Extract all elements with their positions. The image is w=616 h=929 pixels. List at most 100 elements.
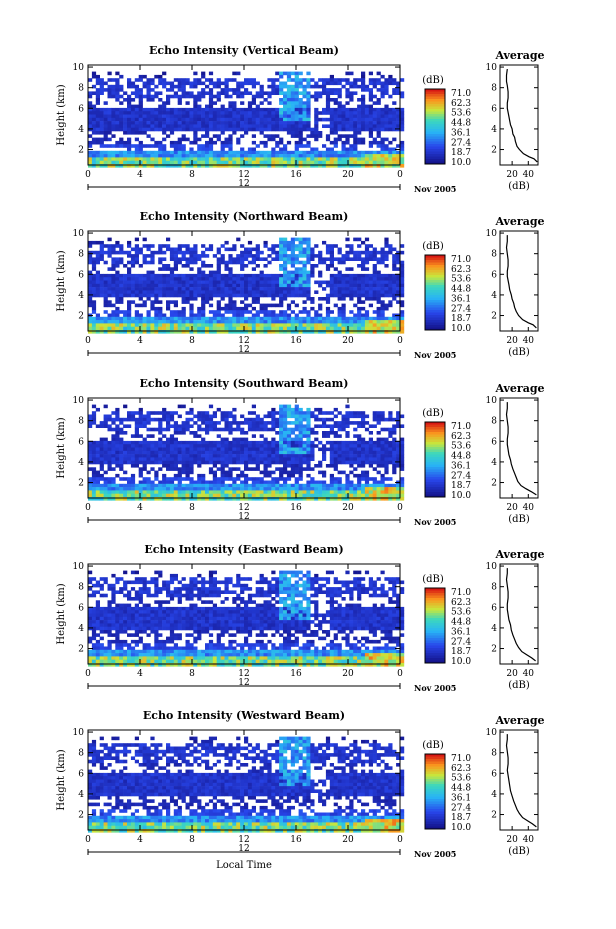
heatmap-cell: [310, 267, 315, 271]
heatmap-cell: [169, 84, 175, 89]
heatmap-cell: [384, 330, 389, 334]
heatmap-cell: [298, 493, 303, 498]
heatmap-cell: [247, 240, 253, 245]
heatmap-cell: [162, 444, 167, 448]
heatmap-cell: [134, 150, 139, 155]
heatmap-cell: [111, 267, 116, 271]
heatmap-cell: [208, 454, 214, 458]
heatmap-cell: [208, 244, 214, 248]
heatmap-cell: [306, 497, 311, 501]
heatmap-cell: [388, 127, 393, 132]
heatmap-cell: [228, 257, 233, 261]
heatmap-cell: [329, 111, 334, 115]
heatmap-cell: [357, 254, 362, 258]
heatmap-cell: [95, 493, 100, 498]
heatmap-cell: [318, 94, 323, 99]
heatmap-cell: [283, 464, 288, 468]
heatmap-cell: [150, 460, 155, 465]
heatmap-cell: [298, 114, 303, 119]
heatmap-cell: [357, 293, 362, 298]
heatmap-cell: [263, 244, 268, 248]
heatmap-cell: [189, 480, 194, 485]
heatmap-cell: [353, 137, 358, 142]
heatmap-cell: [99, 477, 104, 481]
heatmap-cell: [306, 134, 311, 138]
heatmap-cell: [286, 313, 292, 318]
heatmap-cell: [286, 444, 292, 448]
heatmap-cell: [263, 487, 268, 491]
heatmap-cell: [142, 273, 147, 278]
heatmap-cell: [197, 480, 202, 485]
heatmap-cell: [318, 497, 323, 501]
heatmap-cell: [220, 437, 225, 442]
heatmap-cell: [357, 330, 362, 334]
heatmap-cell: [325, 431, 331, 435]
heatmap-cell: [181, 457, 186, 461]
heatmap-cell: [193, 131, 198, 135]
heatmap-cell: [99, 244, 104, 248]
heatmap-cell: [396, 111, 401, 115]
heatmap-cell: [279, 303, 284, 308]
heatmap-cell: [388, 244, 393, 248]
heatmap-cell: [388, 283, 393, 288]
heatmap-cell: [189, 440, 194, 445]
heatmap-cell: [138, 414, 143, 419]
heatmap-cell: [216, 94, 221, 99]
heatmap-cell: [368, 330, 373, 334]
heatmap-cell: [240, 493, 245, 498]
heatmap-cell: [263, 287, 268, 291]
heatmap-cell: [166, 280, 171, 285]
heatmap-cell: [130, 411, 136, 415]
heatmap-cell: [302, 323, 307, 327]
heatmap-cell: [111, 273, 116, 278]
heatmap-cell: [103, 414, 108, 419]
heatmap-cell: [173, 287, 178, 291]
heatmap-cell: [400, 290, 405, 294]
heatmap-cell: [236, 427, 241, 432]
heatmap-cell: [115, 264, 120, 268]
heatmap-cell: [271, 444, 276, 448]
heatmap-cell: [341, 134, 346, 138]
heatmap-cell: [150, 457, 155, 461]
heatmap-cell: [119, 127, 124, 132]
heatmap-cell: [318, 407, 323, 412]
heatmap-cell: [310, 134, 315, 138]
heatmap-cell: [314, 330, 319, 334]
heatmap-cell: [263, 283, 268, 288]
heatmap-cell: [208, 140, 214, 145]
heatmap-cell: [244, 417, 249, 422]
heatmap-cell: [115, 91, 120, 95]
heatmap-cell: [181, 454, 186, 458]
heatmap-cell: [310, 84, 315, 89]
heatmap-cell: [329, 464, 334, 468]
heatmap-cell: [310, 330, 315, 334]
heatmap-cell: [224, 320, 229, 324]
x-tick-label: 16: [290, 170, 302, 180]
heatmap-cell: [103, 323, 108, 327]
heatmap-cell: [302, 150, 307, 155]
heatmap-cell: [259, 303, 264, 308]
heatmap-cell: [318, 490, 323, 494]
heatmap-cell: [91, 490, 97, 494]
heatmap-cell: [400, 160, 405, 165]
heatmap-cell: [158, 490, 163, 494]
heatmap-cell: [255, 144, 260, 148]
heatmap-cell: [91, 326, 97, 331]
heatmap-cell: [111, 487, 116, 491]
heatmap-cell: [216, 323, 221, 327]
heatmap-cell: [271, 78, 276, 82]
heatmap-cell: [286, 78, 292, 82]
heatmap-cell: [111, 160, 116, 165]
heatmap-cell: [228, 290, 233, 294]
heatmap-cell: [396, 117, 401, 122]
heatmap-cell: [357, 447, 362, 452]
heatmap-cell: [158, 450, 163, 455]
heatmap-cell: [310, 493, 315, 498]
heatmap-cell: [236, 473, 241, 478]
heatmap-cell: [364, 297, 370, 301]
heatmap-cell: [353, 150, 358, 155]
heatmap-cell: [212, 480, 217, 485]
heatmap-cell: [306, 287, 311, 291]
heatmap-cell: [329, 247, 334, 252]
heatmap-cell: [212, 326, 217, 331]
